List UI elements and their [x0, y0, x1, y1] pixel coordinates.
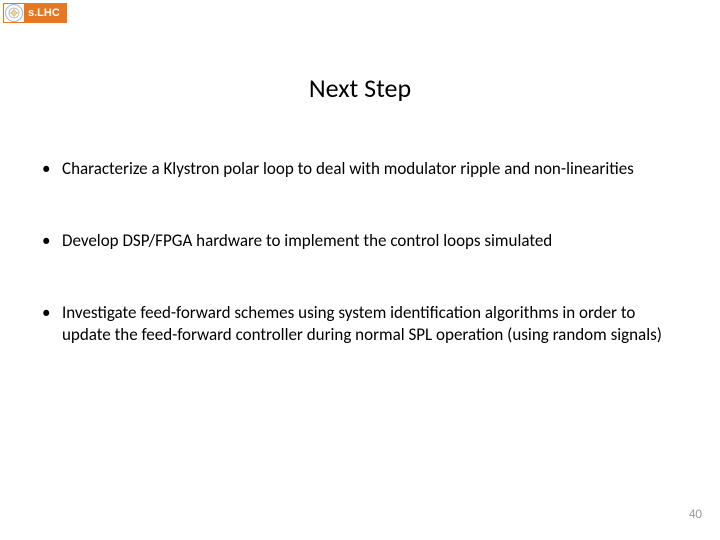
bullet-item: • Develop DSP/FPGA hardware to implement… [40, 230, 680, 252]
logo-text: s.LHC [24, 4, 66, 22]
bullet-dot-icon: • [40, 158, 62, 180]
slide: s.LHC Next Step • Characterize a Klystro… [0, 0, 720, 540]
bullet-text: Investigate feed-forward schemes using s… [62, 302, 680, 346]
logo-badge: s.LHC [3, 3, 67, 23]
slide-content: • Characterize a Klystron polar loop to … [40, 158, 680, 346]
bullet-item: • Investigate feed-forward schemes using… [40, 302, 680, 346]
bullet-text: Characterize a Klystron polar loop to de… [62, 158, 680, 180]
page-number: 40 [689, 507, 702, 522]
bullet-dot-icon: • [40, 230, 62, 252]
bullet-dot-icon: • [40, 302, 62, 324]
slide-title: Next Step [0, 72, 720, 104]
bullet-item: • Characterize a Klystron polar loop to … [40, 158, 680, 180]
bullet-text: Develop DSP/FPGA hardware to implement t… [62, 230, 680, 252]
logo-icon [5, 4, 23, 22]
